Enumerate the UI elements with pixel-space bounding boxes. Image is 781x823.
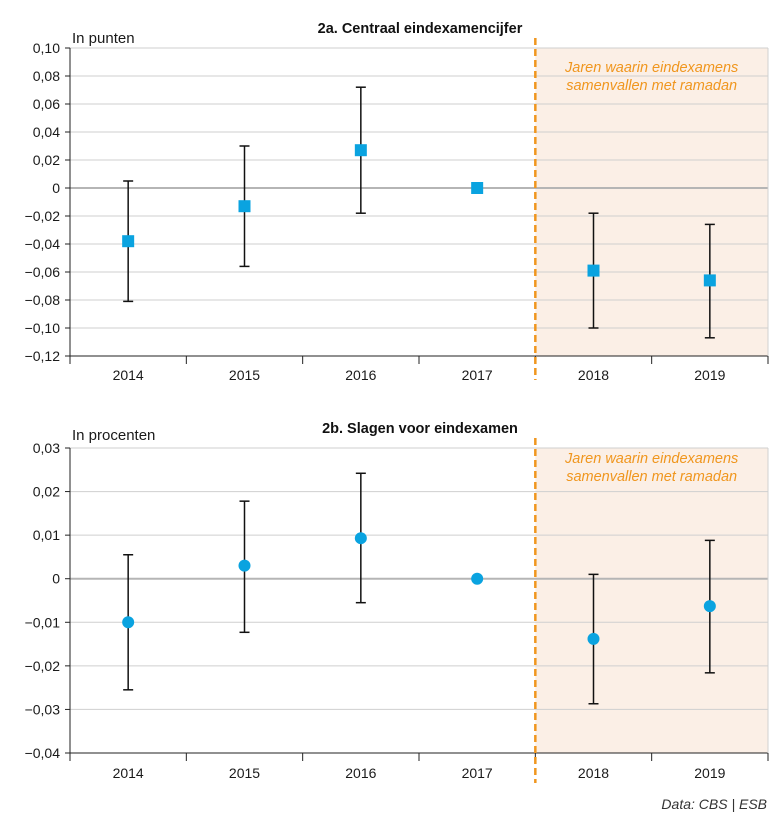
data-point-2017 — [471, 182, 484, 194]
data-point-2015 — [238, 200, 251, 213]
data-point-2019 — [703, 600, 716, 613]
x-tick-label-2016: 2016 — [345, 765, 376, 781]
y-tick-label: −0,10 — [25, 320, 61, 336]
chart-2a-centraal-eindexamencijfer: 0,10 0,08 0,06 0,04 0,02 0 −0,02 −0,04 −0,06 −0,0… — [25, 21, 769, 380]
y-tick-label: 0,04 — [33, 124, 60, 140]
y-tick-label: 0,01 — [33, 527, 60, 543]
x-tick-label-2018: 2018 — [578, 367, 609, 380]
ramadan-annotation-line-2: samenvallen met ramadan — [566, 469, 737, 485]
y-axis-label: In procenten — [72, 427, 155, 444]
x-tick-label-2014: 2014 — [113, 367, 144, 380]
chart-title: 2a. Centraal eindexamencijfer — [318, 21, 523, 37]
y-tick-label: 0,08 — [33, 68, 60, 84]
data-point-2019 — [703, 274, 716, 287]
y-tick-label: 0,03 — [33, 440, 60, 456]
x-tick-label-2014: 2014 — [113, 765, 144, 781]
data-point-2018 — [587, 264, 600, 277]
y-tick-label: −0,06 — [25, 264, 61, 280]
x-tick-label-2019: 2019 — [694, 765, 725, 781]
x-tick-label-2017: 2017 — [462, 367, 493, 380]
y-tick-label: 0,02 — [33, 484, 60, 500]
y-tick-label: −0,02 — [25, 208, 61, 224]
ramadan-annotation-line-1: Jaren waarin eindexamens — [564, 451, 738, 467]
y-tick-label: 0,06 — [33, 96, 60, 112]
data-point-2017 — [471, 572, 484, 585]
data-point-2014 — [122, 616, 135, 629]
x-tick-label-2015: 2015 — [229, 367, 260, 380]
y-tick-label: −0,02 — [25, 658, 61, 674]
ramadan-annotation-line-2: samenvallen met ramadan — [566, 78, 737, 94]
y-axis-label: In punten — [72, 30, 135, 47]
chart-title: 2b. Slagen voor eindexamen — [322, 421, 518, 437]
highlight-region — [535, 448, 768, 753]
y-tick-label: −0,12 — [25, 348, 61, 364]
y-tick-label: 0,10 — [33, 40, 60, 56]
ramadan-annotation-line-1: Jaren waarin eindexamens — [564, 60, 738, 76]
y-tick-label: −0,04 — [25, 745, 61, 761]
data-point-2015 — [238, 559, 251, 572]
y-tick-label: 0 — [52, 571, 60, 587]
y-tick-label: −0,01 — [25, 614, 61, 630]
y-tick-label: −0,04 — [25, 236, 61, 252]
y-tick-label: −0,08 — [25, 292, 61, 308]
data-point-2016 — [354, 532, 367, 545]
highlight-region — [535, 48, 768, 356]
y-tick-label: 0 — [52, 180, 60, 196]
x-tick-label-2016: 2016 — [345, 367, 376, 380]
data-point-2016 — [354, 144, 367, 157]
source-note: Data: CBS | ESB — [661, 796, 767, 812]
x-tick-label-2015: 2015 — [229, 765, 260, 781]
x-tick-label-2019: 2019 — [694, 367, 725, 380]
data-point-2014 — [122, 235, 135, 248]
chart-2b-slagen-voor-eindexamen: 0,03 0,02 0,01 0 −0,01 −0,02 −0,03 −0,04 2014 201… — [25, 421, 769, 783]
data-point-2018 — [587, 632, 600, 645]
x-tick-label-2017: 2017 — [462, 765, 493, 781]
x-tick-label-2018: 2018 — [578, 765, 609, 781]
y-tick-label: −0,03 — [25, 701, 61, 717]
y-tick-label: 0,02 — [33, 152, 60, 168]
